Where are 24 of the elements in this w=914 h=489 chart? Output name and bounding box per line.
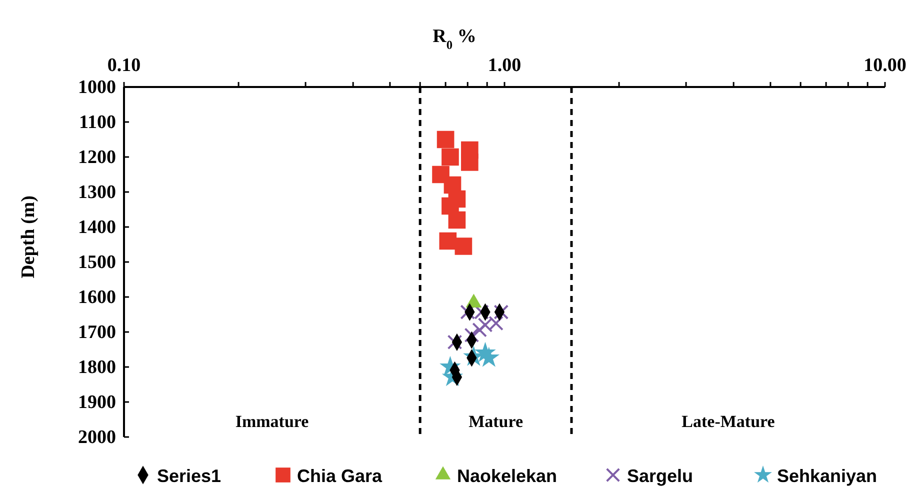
x-tick-label: 10.00: [864, 55, 906, 76]
y-tick-label: 1900: [78, 392, 116, 413]
y-tick-label: 1400: [78, 217, 116, 238]
legend-label: Sehkaniyan: [777, 466, 878, 486]
y-tick-label: 1800: [78, 357, 116, 378]
annotation: Mature: [468, 412, 524, 431]
x-tick-label: 0.10: [107, 55, 141, 76]
legend-label: Chia Gara: [297, 466, 384, 486]
y-tick-label: 1600: [78, 287, 116, 308]
y-tick-label: 1500: [78, 252, 116, 273]
y-tick-label: 1200: [78, 147, 116, 168]
legend-label: Naokelekan: [457, 466, 558, 486]
y-tick-label: 1100: [79, 112, 116, 133]
legend-label: Series1: [157, 466, 222, 486]
annotation: Immature: [235, 412, 310, 431]
x-tick-label: 1.00: [488, 55, 522, 76]
y-tick-label: 2000: [78, 427, 116, 448]
legend-label: Sargelu: [627, 466, 694, 486]
y-tick-label: 1000: [78, 77, 116, 98]
annotation: Late-Mature: [682, 412, 776, 431]
y-axis-title: Depth (m): [18, 196, 39, 278]
y-tick-label: 1700: [78, 322, 116, 343]
x-axis-title: R$_{0}$ %: [432, 26, 476, 52]
y-tick-label: 1300: [78, 182, 116, 203]
